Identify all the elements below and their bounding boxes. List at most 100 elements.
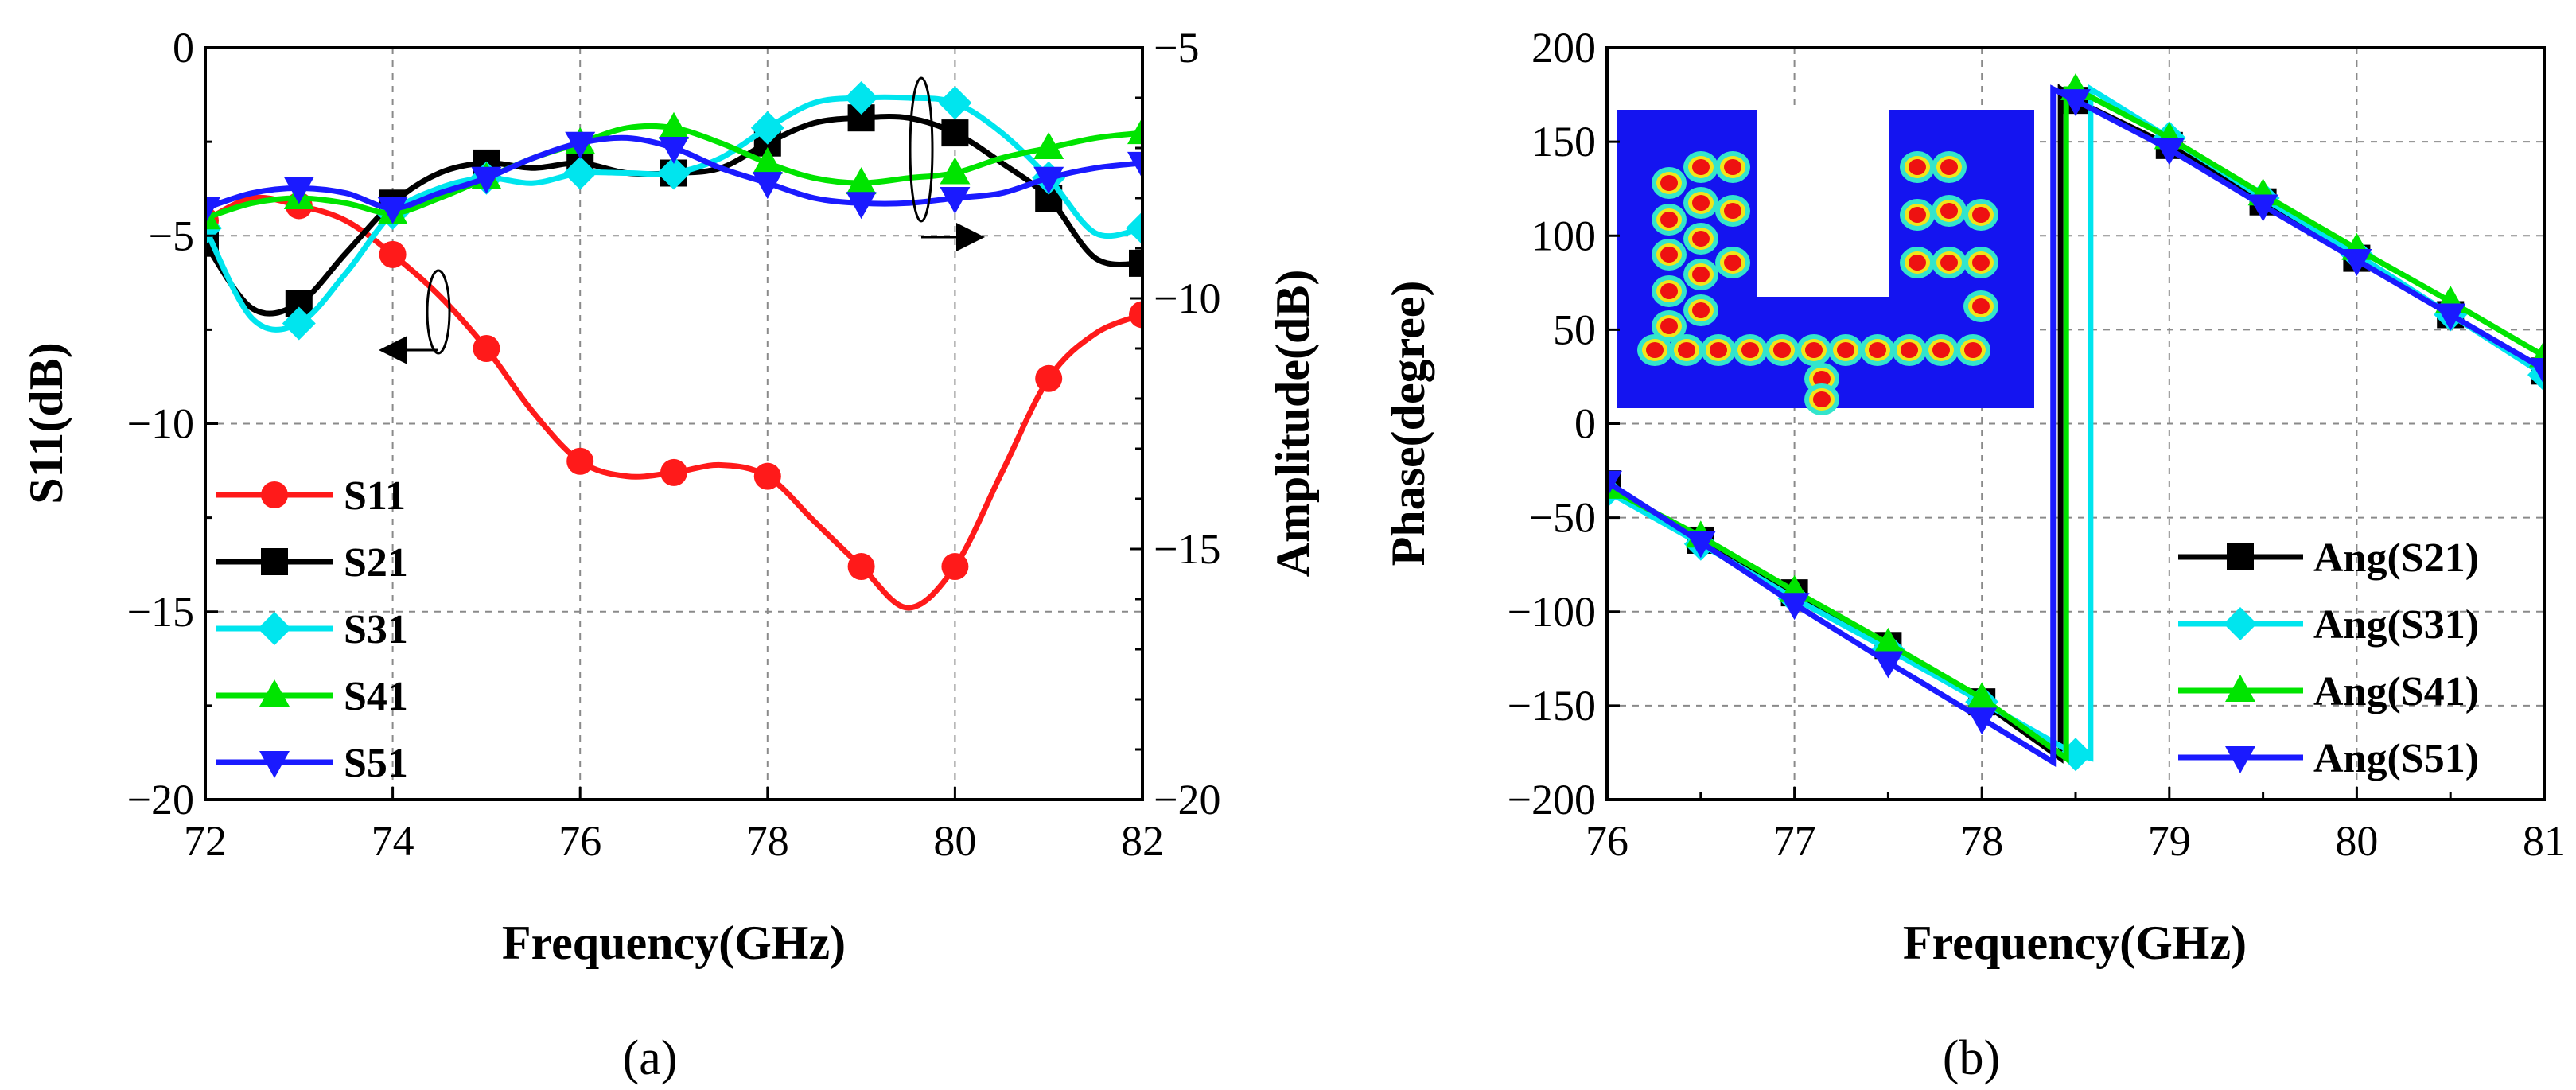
data-point-s11: [941, 553, 969, 581]
panel-a-ytick-right-label: −15: [1154, 525, 1220, 573]
inset-field-peak: [1940, 203, 1958, 219]
data-point-s21: [1129, 249, 1142, 277]
inset-field-peak: [1660, 175, 1678, 191]
legend-marker-b-0: [2227, 543, 2254, 570]
legend-label-s11: S11: [344, 473, 406, 519]
data-point-s51: [205, 197, 220, 224]
inset-field-peak: [1813, 391, 1831, 407]
inset-field-peak: [1660, 212, 1678, 228]
inset-field-peak: [1940, 255, 1958, 271]
data-point-s31: [938, 86, 972, 120]
data-point-s41: [940, 157, 971, 185]
inset-field-peak: [1972, 255, 1990, 271]
panel-b-xtick-label: 80: [2335, 817, 2378, 865]
legend-marker-s31: [258, 612, 291, 645]
data-point-s11: [1035, 364, 1063, 392]
legend-marker-b-1: [2224, 607, 2257, 640]
data-point-angs51: [1685, 531, 1716, 559]
panel-b-ytick-label: 50: [1553, 306, 1596, 353]
panel-b-ytick-label: −150: [1508, 682, 1596, 730]
panel-a-label: (a): [623, 1031, 678, 1085]
data-point-s41: [752, 146, 783, 174]
data-point-s11: [847, 553, 875, 581]
legend-label-s51: S51: [344, 741, 408, 786]
panel-a-ylabel-right: Amplitude(dB): [1267, 270, 1319, 578]
legend-label-s41: S41: [344, 674, 408, 719]
panel-b-xtick-label: 78: [1960, 817, 2003, 865]
legend-marker-b-3: [2225, 746, 2255, 773]
inset-field-peak: [1837, 342, 1854, 358]
inset-field-peak: [1909, 159, 1926, 175]
data-point-angs51: [1967, 707, 1998, 735]
panel-a-annotation-right: [909, 76, 985, 251]
data-point-s21: [941, 119, 969, 147]
inset-field-peak: [1660, 318, 1678, 334]
panel-a-ytick-right-label: −5: [1154, 24, 1199, 72]
inset-field-peak: [1692, 159, 1710, 175]
data-point-s51: [1127, 151, 1142, 179]
panel-a-ytick-left-label: −15: [127, 588, 194, 636]
inset-field-peak: [1972, 298, 1990, 314]
inset-field-peak: [1692, 195, 1710, 211]
data-point-angs41: [1873, 627, 1904, 655]
panel-a-xtick-label: 76: [558, 817, 601, 865]
data-point-s51: [752, 172, 783, 200]
legend-label-s31: S31: [344, 607, 408, 652]
panel-b-ytick-label: −200: [1508, 776, 1596, 823]
panel-b-legend: Ang(S21) Ang(S31) Ang(S41) Ang(S51): [2178, 535, 2479, 781]
panel-a-legend: S11 S21 S31 S41 S51: [216, 473, 408, 786]
panel-b-xtick-label: 76: [1586, 817, 1628, 865]
data-point-s31: [563, 156, 597, 190]
legend-label-b-0: Ang(S21): [2313, 535, 2479, 581]
panel-a-annotation-left: [379, 269, 451, 364]
data-point-s41: [659, 111, 689, 139]
data-point-s11: [660, 458, 687, 486]
legend-label-b-3: Ang(S51): [2313, 736, 2479, 781]
panel-b-chart: 76 77 78 79 80 81200150100500−50−100−150−200 …: [1382, 24, 2566, 1085]
data-point-s41: [1033, 132, 1064, 159]
panel-b-xlabel: Frequency(GHz): [1903, 917, 2247, 969]
inset-field-peak: [1940, 159, 1958, 175]
data-point-s11: [566, 447, 594, 475]
panel-a-xtick-label: 82: [1121, 817, 1164, 865]
data-point-s31: [1126, 211, 1142, 245]
panel-a-ylabel-left: S11(dB): [20, 342, 72, 504]
panel-b-ytick-label: −100: [1508, 588, 1596, 636]
inset-field-peak: [1692, 231, 1710, 247]
legend-label-b-2: Ang(S41): [2313, 669, 2479, 714]
data-point-angs51: [2341, 248, 2372, 276]
panel-b-ytick-label: 200: [1531, 24, 1596, 72]
data-point-s31: [750, 111, 784, 145]
inset-field-peak: [1741, 342, 1759, 358]
inset-field-peak: [1724, 255, 1741, 271]
panel-b-series: [1607, 72, 2544, 772]
data-point-s31: [844, 81, 878, 115]
legend-label-b-1: Ang(S31): [2313, 602, 2479, 648]
inset-field-peak: [1813, 371, 1831, 387]
panel-a-xtick-label: 72: [184, 817, 227, 865]
panel-a-series: [205, 81, 1142, 611]
inset-field-peak: [1660, 283, 1678, 299]
legend-marker-b-2: [2225, 675, 2255, 702]
data-point-s41: [1127, 117, 1142, 145]
panel-b-xtick-label: 79: [2148, 817, 2191, 865]
data-point-s51: [659, 137, 689, 164]
panel-a-ticks: 72 74 76 78 80 82 0 −5 −10 −15 −20 −5 −10 −15 −20: [127, 24, 1221, 865]
panel-b-ytick-label: −50: [1529, 494, 1596, 542]
panel-b-xtick-label: 77: [1773, 817, 1816, 865]
panel-a-ytick-right-label: −10: [1154, 274, 1220, 322]
data-point-angs51: [1607, 470, 1622, 498]
data-point-s11: [753, 462, 781, 490]
inset-field-peak: [1972, 207, 1990, 223]
inset-field-peak: [1901, 342, 1918, 358]
inset-field-peak: [1710, 342, 1727, 358]
data-point-s51: [565, 131, 596, 159]
data-point-angs51: [2060, 89, 2091, 117]
data-point-angs41: [1967, 682, 1998, 710]
panel-b-ylabel: Phase(degree): [1382, 281, 1434, 566]
inset-field-peak: [1869, 342, 1886, 358]
panel-b-ytick-label: 0: [1574, 400, 1596, 448]
legend-marker-s11: [261, 481, 288, 508]
field-distribution-inset: [1617, 110, 2034, 415]
